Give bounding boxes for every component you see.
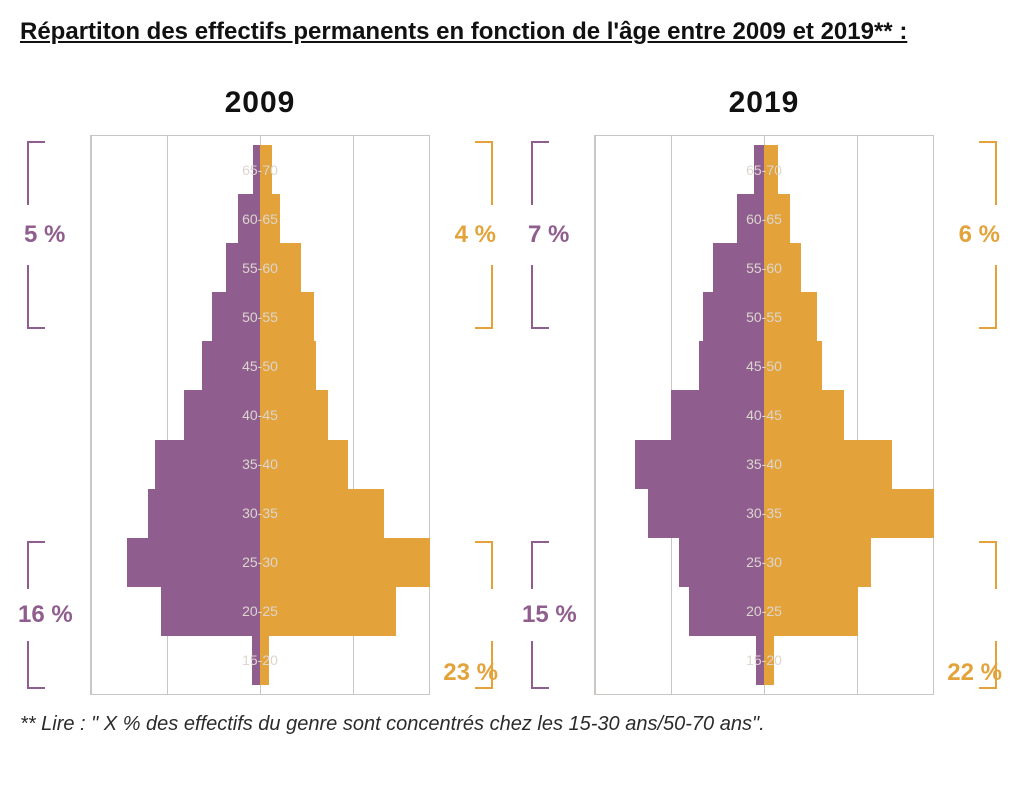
- bar-left: [703, 292, 764, 341]
- bracket-top-left: 7 %: [524, 135, 594, 335]
- bar-left: [238, 194, 260, 243]
- age-row: 60-65: [594, 194, 934, 243]
- chart-2019: 2019 15-2020-2525-3030-3535-4040-4545-50…: [524, 86, 1004, 695]
- bar-left: [155, 440, 260, 489]
- bar-right: [764, 489, 934, 538]
- age-row: 35-40: [90, 440, 430, 489]
- age-row: 15-20: [90, 636, 430, 685]
- bar-right: [764, 538, 871, 587]
- bracket-top-right: 6 %: [934, 135, 1004, 335]
- bar-left: [737, 194, 764, 243]
- bar-left: [754, 145, 764, 194]
- bar-right: [260, 538, 430, 587]
- bar-right: [260, 587, 396, 636]
- bar-left: [671, 390, 765, 439]
- age-row: 25-30: [90, 538, 430, 587]
- bar-left: [127, 538, 260, 587]
- bars-container: 15-2020-2525-3030-3535-4040-4545-5050-55…: [90, 145, 430, 685]
- bar-right: [260, 145, 272, 194]
- bracket-bottom-left: 16 %: [20, 535, 90, 695]
- age-row: 15-20: [594, 636, 934, 685]
- bar-left: [202, 341, 260, 390]
- bar-right: [764, 243, 801, 292]
- bar-right: [260, 636, 269, 685]
- page-title: Répartiton des effectifs permanents en f…: [20, 18, 1004, 46]
- bar-left: [161, 587, 260, 636]
- age-row: 45-50: [594, 341, 934, 390]
- bracket-top-left: 5 %: [20, 135, 90, 335]
- age-row: 35-40: [594, 440, 934, 489]
- bar-right: [260, 243, 301, 292]
- age-row: 60-65: [90, 194, 430, 243]
- bar-right: [260, 489, 384, 538]
- chart-2009: 2009 15-2020-2525-3030-3535-4040-4545-50…: [20, 86, 500, 695]
- bar-right: [260, 194, 280, 243]
- age-row: 55-60: [594, 243, 934, 292]
- bar-left: [713, 243, 764, 292]
- bracket-bottom-right: 22 %: [924, 535, 1004, 695]
- bar-left: [699, 341, 764, 390]
- chart-year-label: 2019: [524, 86, 1004, 120]
- bracket-bottom-left: 15 %: [524, 535, 594, 695]
- bar-left: [253, 145, 260, 194]
- bracket-top-right: 4 %: [430, 135, 500, 335]
- bar-right: [764, 390, 844, 439]
- age-row: 30-35: [594, 489, 934, 538]
- bar-left: [148, 489, 260, 538]
- pyramid-2019: 15-2020-2525-3030-3535-4040-4545-5050-55…: [524, 135, 1004, 695]
- age-row: 20-25: [90, 587, 430, 636]
- bar-left: [252, 636, 261, 685]
- bar-right: [764, 636, 774, 685]
- bar-right: [260, 341, 316, 390]
- age-row: 50-55: [90, 292, 430, 341]
- bars-container: 15-2020-2525-3030-3535-4040-4545-5050-55…: [594, 145, 934, 685]
- bar-left: [212, 292, 260, 341]
- bar-right: [260, 390, 328, 439]
- bar-left: [756, 636, 765, 685]
- bar-right: [764, 341, 822, 390]
- age-row: 30-35: [90, 489, 430, 538]
- bar-right: [260, 292, 314, 341]
- bar-right: [764, 194, 790, 243]
- age-row: 20-25: [594, 587, 934, 636]
- pyramid-2009: 15-2020-2525-3030-3535-4040-4545-5050-55…: [20, 135, 500, 695]
- age-row: 50-55: [594, 292, 934, 341]
- age-row: 45-50: [90, 341, 430, 390]
- age-row: 25-30: [594, 538, 934, 587]
- age-row: 55-60: [90, 243, 430, 292]
- bar-left: [648, 489, 764, 538]
- age-row: 65-70: [594, 145, 934, 194]
- bar-right: [764, 292, 817, 341]
- age-row: 65-70: [90, 145, 430, 194]
- bar-right: [764, 145, 778, 194]
- chart-year-label: 2009: [20, 86, 500, 120]
- charts-row: 2009 15-2020-2525-3030-3535-4040-4545-50…: [20, 86, 1004, 695]
- bar-right: [764, 587, 858, 636]
- bar-left: [635, 440, 764, 489]
- bar-left: [689, 587, 764, 636]
- age-row: 40-45: [594, 390, 934, 439]
- bar-left: [184, 390, 261, 439]
- bar-right: [260, 440, 348, 489]
- bracket-bottom-right: 23 %: [420, 535, 500, 695]
- age-row: 40-45: [90, 390, 430, 439]
- bar-left: [226, 243, 260, 292]
- bar-left: [679, 538, 764, 587]
- bar-right: [764, 440, 892, 489]
- footnote: ** Lire : " X % des effectifs du genre s…: [20, 713, 1004, 736]
